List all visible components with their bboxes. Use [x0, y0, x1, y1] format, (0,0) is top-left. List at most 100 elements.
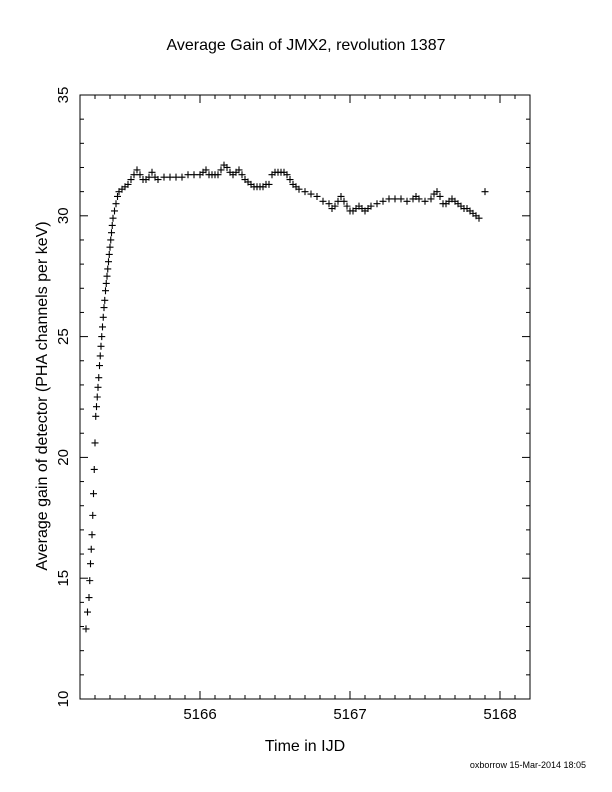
data-point-0-93 [307, 190, 315, 198]
data-point-0-71 [235, 166, 243, 174]
data-point-0-87 [283, 171, 291, 179]
data-point-0-24 [102, 287, 109, 295]
y-axis-label: Average gain of detector (PHA channels p… [34, 221, 51, 571]
data-point-0-121 [427, 195, 435, 203]
data-point-0-67 [223, 163, 231, 171]
data-point-0-0 [82, 625, 90, 633]
data-point-0-124 [436, 192, 444, 200]
data-point-0-23 [101, 296, 109, 304]
data-point-0-30 [106, 243, 114, 251]
footer-stamp: oxborrow 15-Mar-2014 18:05 [469, 760, 586, 770]
y-tick-label-5: 35 [55, 87, 72, 104]
data-point-0-119 [415, 195, 423, 203]
data-point-0-25 [102, 279, 110, 287]
data-point-0-5 [87, 545, 95, 553]
data-point-0-28 [105, 258, 112, 266]
data-point-0-115 [397, 195, 405, 203]
data-point-0-102 [343, 202, 351, 210]
data-point-0-94 [313, 192, 321, 200]
data-point-0-111 [373, 200, 381, 208]
data-point-0-18 [97, 342, 105, 350]
data-point-0-36 [112, 200, 120, 208]
x-tick-label-2: 5168 [483, 706, 516, 723]
data-point-0-6 [88, 531, 96, 539]
x-tick-label-0: 5166 [183, 706, 216, 723]
data-point-0-11 [92, 412, 100, 420]
data-point-0-116 [403, 197, 411, 205]
data-point-0-112 [379, 197, 387, 205]
data-point-0-10 [91, 439, 99, 447]
data-point-0-57 [190, 171, 198, 179]
data-point-0-96 [325, 200, 333, 208]
y-tick-label-2: 20 [55, 449, 72, 466]
data-point-0-81 [265, 180, 273, 188]
data-point-0-49 [148, 168, 156, 176]
data-point-0-52 [160, 173, 168, 181]
data-point-0-17 [96, 352, 104, 360]
data-point-0-64 [214, 171, 222, 179]
data-point-0-21 [99, 313, 107, 321]
data-point-0-55 [178, 173, 186, 181]
data-point-0-123 [433, 188, 441, 196]
data-point-0-2 [85, 594, 93, 602]
data-point-0-3 [86, 577, 94, 585]
data-point-0-33 [108, 221, 116, 229]
data-point-0-7 [89, 511, 97, 519]
data-point-0-65 [217, 166, 225, 174]
y-tick-label-0: 10 [55, 691, 72, 708]
data-point-0-42 [127, 176, 135, 184]
data-point-0-101 [340, 197, 348, 205]
data-point-0-14 [94, 383, 102, 391]
data-point-0-41 [124, 180, 132, 188]
data-point-0-29 [105, 250, 113, 258]
x-axis-label: Time in IJD [264, 738, 346, 755]
data-point-0-16 [96, 362, 103, 370]
data-point-0-20 [99, 323, 106, 331]
data-point-0-100 [337, 192, 345, 200]
x-tick-label-1: 5167 [333, 706, 366, 723]
axis-tick-labels: 5166 5167 5168 10 15 20 25 30 35 [55, 87, 517, 723]
data-point-0-92 [301, 188, 309, 196]
data-point-0-60 [202, 166, 210, 174]
data-point-0-12 [93, 403, 100, 411]
data-point-0-27 [104, 265, 112, 273]
data-point-0-4 [87, 560, 94, 568]
y-tick-label-3: 25 [55, 328, 72, 345]
data-point-0-88 [286, 176, 294, 184]
y-tick-label-1: 15 [55, 570, 72, 587]
data-point-0-99 [334, 197, 342, 205]
data-point-0-51 [154, 176, 162, 184]
data-point-0-113 [385, 195, 393, 203]
data-point-0-95 [319, 197, 327, 205]
data-point-0-137 [475, 214, 483, 222]
plot-frame [79, 94, 531, 700]
data-point-0-45 [136, 171, 144, 179]
chart-title: Average Gain of JMX2, revolution 1387 [166, 37, 446, 54]
data-point-0-37 [114, 192, 121, 200]
data-point-0-44 [133, 166, 141, 174]
data-point-0-35 [111, 207, 118, 215]
data-point-0-72 [238, 171, 246, 179]
data-point-0-43 [130, 171, 138, 179]
y-tick-label-4: 30 [55, 207, 72, 224]
data-point-0-8 [90, 490, 97, 498]
data-point-0-15 [95, 374, 103, 382]
data-point-0-22 [100, 304, 108, 312]
data-point-0-34 [109, 214, 117, 222]
data-point-0-110 [367, 202, 375, 210]
data-point-0-120 [421, 197, 429, 205]
data-point-0-98 [331, 202, 339, 210]
data-point-0-114 [391, 195, 399, 203]
data-points [82, 161, 489, 633]
data-point-0-26 [103, 272, 111, 280]
data-point-0-54 [172, 173, 180, 181]
data-point-0-53 [166, 173, 174, 181]
data-point-0-31 [107, 236, 115, 244]
data-point-0-19 [98, 333, 106, 341]
axis-ticks [79, 94, 531, 700]
data-point-0-1 [84, 608, 91, 616]
data-point-0-9 [90, 465, 98, 473]
data-point-0-138 [481, 188, 489, 196]
data-point-0-48 [145, 173, 153, 181]
